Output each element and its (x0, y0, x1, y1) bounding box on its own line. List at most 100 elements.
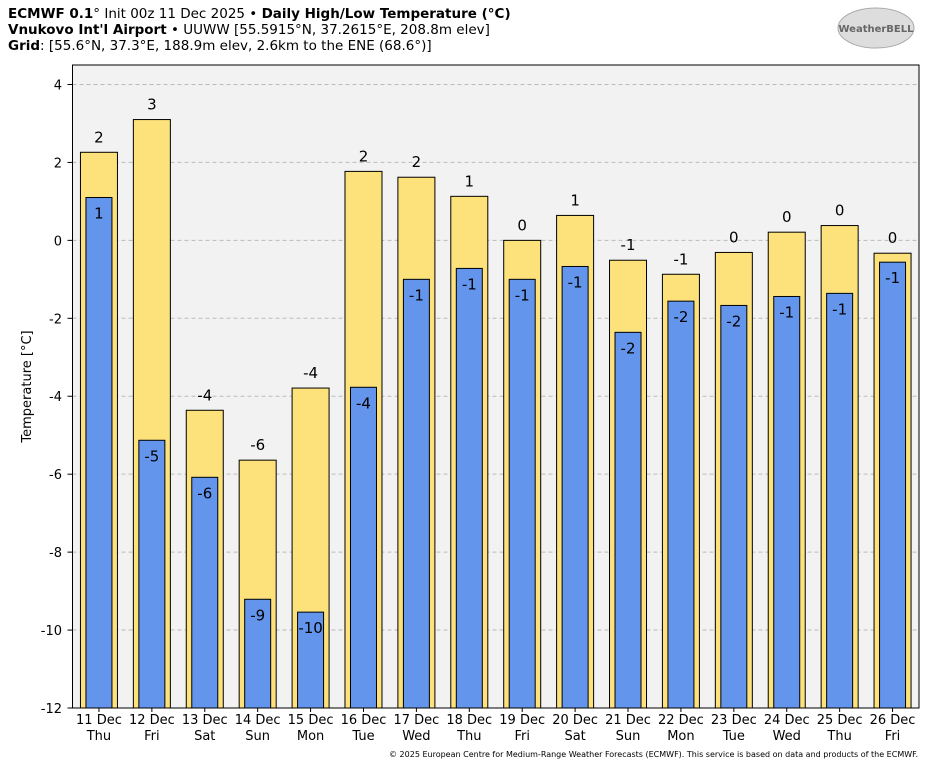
low-label: -2 (673, 308, 688, 326)
x-tick-sublabel: Thu (826, 729, 851, 744)
x-tick-sublabel: Fri (514, 729, 530, 744)
x-tick-sublabel: Sat (564, 729, 585, 744)
x-tick-label: 17 Dec (393, 713, 439, 728)
x-tick-label: 22 Dec (658, 713, 704, 728)
x-tick-sublabel: Sat (194, 729, 215, 744)
header-segment: Vnukovo Int'l Airport (8, 22, 167, 38)
high-label: -6 (250, 436, 265, 454)
y-tick-label: 4 (54, 78, 62, 93)
high-label: 0 (835, 202, 845, 220)
x-tick-label: 23 Dec (711, 713, 757, 728)
header-segment: Grid (8, 38, 40, 54)
x-tick-label: 11 Dec (76, 713, 122, 728)
low-label: -2 (621, 339, 636, 357)
x-tick-sublabel: Wed (402, 729, 430, 744)
low-bar (508, 278, 536, 709)
footer: © 2025 European Centre for Medium-Range … (389, 750, 918, 759)
x-tick-label: 16 Dec (341, 713, 387, 728)
low-bar (614, 331, 642, 709)
y-axis-label: Temperature [°C] (20, 330, 35, 443)
y-tick-label: 2 (54, 156, 62, 171)
low-label: -2 (726, 312, 741, 330)
high-label: 0 (517, 216, 527, 234)
logo: WeatherBELL (837, 7, 915, 49)
low-bar (349, 386, 377, 709)
low-bar (773, 295, 801, 709)
x-tick-sublabel: Sun (245, 729, 270, 744)
low-bar (455, 267, 483, 709)
low-label: -4 (356, 394, 371, 412)
logo-badge (837, 7, 915, 49)
low-label: -1 (568, 273, 583, 291)
low-label: -6 (197, 484, 212, 502)
header-segment: ECMWF 0.1 (8, 6, 93, 22)
x-tick-sublabel: Tue (722, 729, 745, 744)
low-bar (244, 598, 272, 709)
x-tick-label: 24 Dec (764, 713, 810, 728)
low-bar (402, 278, 430, 709)
x-tick-label: 25 Dec (817, 713, 863, 728)
x-tick-label: 18 Dec (446, 713, 492, 728)
header-segment: • UUWW [55.5915°N, 37.2615°E, 208.8m ele… (167, 22, 490, 38)
high-label: -4 (197, 386, 212, 404)
y-tick-label: -2 (49, 312, 62, 327)
x-tick-label: 26 Dec (870, 713, 916, 728)
high-label: 0 (782, 208, 792, 226)
logo-text: WeatherBELL (838, 24, 914, 35)
low-bar (667, 300, 695, 709)
header-segment: : [55.6°N, 37.3°E, 188.9m elev, 2.6km to… (40, 38, 432, 54)
header-line: Grid: [55.6°N, 37.3°E, 188.9m elev, 2.6k… (8, 38, 432, 54)
header-segment: ° Init 00z 11 Dec 2025 • (93, 6, 261, 22)
x-tick-label: 14 Dec (235, 713, 281, 728)
low-label: -10 (298, 619, 323, 637)
x-tick-label: 12 Dec (129, 713, 175, 728)
low-label: -1 (515, 286, 530, 304)
low-bar (191, 476, 219, 709)
header-line: Vnukovo Int'l Airport • UUWW [55.5915°N,… (8, 22, 490, 38)
x-tick-sublabel: Thu (456, 729, 481, 744)
header-line: ECMWF 0.1° Init 00z 11 Dec 2025 • Daily … (8, 6, 511, 22)
high-label: 1 (570, 191, 580, 209)
x-tick-label: 13 Dec (182, 713, 228, 728)
high-label: -4 (303, 364, 318, 382)
low-bar (561, 265, 589, 709)
x-tick-sublabel: Tue (351, 729, 374, 744)
y-tick-label: -4 (49, 390, 62, 405)
high-label: -1 (673, 250, 688, 268)
high-label: 2 (94, 128, 104, 146)
high-label: 0 (888, 229, 898, 247)
x-tick-sublabel: Wed (773, 729, 801, 744)
x-tick-sublabel: Thu (86, 729, 111, 744)
x-tick-label: 19 Dec (499, 713, 545, 728)
y-tick-label: -8 (49, 546, 62, 561)
low-label: -5 (144, 447, 159, 465)
x-tick-sublabel: Mon (297, 729, 324, 744)
high-label: 2 (412, 153, 422, 171)
high-label: 0 (729, 228, 739, 246)
high-label: 3 (147, 96, 157, 114)
low-label: 1 (94, 204, 104, 222)
x-tick-sublabel: Fri (144, 729, 160, 744)
x-tick-label: 20 Dec (552, 713, 598, 728)
header-segment: Daily High/Low Temperature (°C) (262, 6, 511, 22)
high-label: 1 (465, 172, 475, 190)
low-label: -1 (779, 303, 794, 321)
low-bar (879, 261, 907, 709)
low-label: -1 (832, 300, 847, 318)
low-label: -1 (885, 269, 900, 287)
low-bar (720, 304, 748, 709)
y-tick-label: -6 (49, 468, 62, 483)
y-tick-label: -10 (41, 624, 62, 639)
high-label: -1 (621, 236, 636, 254)
low-bar (138, 439, 166, 709)
x-tick-sublabel: Mon (667, 729, 694, 744)
low-bar (297, 611, 325, 709)
low-label: -1 (462, 275, 477, 293)
high-label: 2 (359, 147, 369, 165)
x-tick-label: 15 Dec (288, 713, 334, 728)
x-tick-sublabel: Sun (616, 729, 641, 744)
x-tick-label: 21 Dec (605, 713, 651, 728)
y-tick-label: 0 (54, 234, 62, 249)
